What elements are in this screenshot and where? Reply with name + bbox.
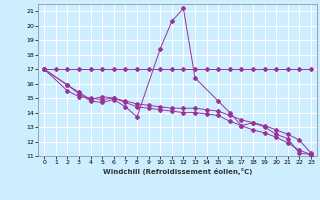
X-axis label: Windchill (Refroidissement éolien,°C): Windchill (Refroidissement éolien,°C) (103, 168, 252, 175)
